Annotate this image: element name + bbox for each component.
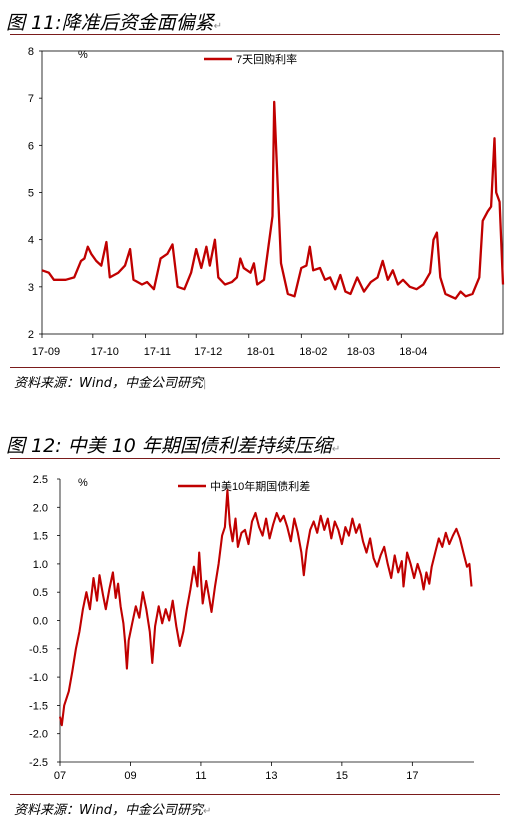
cursor-mark: | xyxy=(202,379,207,390)
y-tick-label: 3 xyxy=(28,282,34,294)
y-tick-label: 7 xyxy=(28,93,34,105)
y-unit-label: % xyxy=(78,477,88,489)
paragraph-mark: ↵ xyxy=(213,21,223,32)
y-tick-label: -2.5 xyxy=(29,757,48,769)
y-tick-label: 6 xyxy=(28,140,34,152)
y-tick-label: -1.5 xyxy=(29,700,48,712)
y-tick-label: -2.0 xyxy=(29,729,48,741)
x-tick-label: 11 xyxy=(195,770,206,782)
figure-12-title-text: 图 12: 中美 10 年期国债利差持续压缩 xyxy=(6,435,332,457)
y-tick-label: 1.5 xyxy=(33,531,48,543)
x-tick-label: 18-01 xyxy=(247,346,275,358)
x-tick-label: 09 xyxy=(124,770,136,782)
x-tick-label: 17-12 xyxy=(194,346,222,358)
x-tick-label: 07 xyxy=(54,770,66,782)
figure-11-top-rule xyxy=(10,34,500,35)
x-tick-label: 17-09 xyxy=(32,346,60,358)
legend: 7天回购利率 xyxy=(204,52,297,66)
y-tick-label: 8 xyxy=(28,46,34,58)
figure-12-top-rule xyxy=(10,458,500,459)
figure-11-chart: 2 3 4 5 6 7 8 17-09 17-10 17-11 17-12 18-01 18-02 18… xyxy=(28,46,505,358)
figure-12-source-text: 资料来源：Wind，中金公司研究 xyxy=(14,803,203,818)
x-tick-label: 18-03 xyxy=(347,346,375,358)
x-tick-label: 17-10 xyxy=(91,346,119,358)
figure-11-title: 图 11:降准后资金面偏紧↵ xyxy=(6,8,222,35)
x-tick-label: 15 xyxy=(336,770,348,782)
series-line-cn-us-10y-spread xyxy=(58,489,473,727)
y-tick-label: 2.0 xyxy=(33,502,48,514)
x-tick-label: 13 xyxy=(265,770,277,782)
x-tick-label: 17 xyxy=(406,770,418,782)
y-unit-label: % xyxy=(78,49,88,61)
legend-label: 7天回购利率 xyxy=(236,52,297,66)
y-tick-label: 1.0 xyxy=(33,559,48,571)
figure-12-title: 图 12: 中美 10 年期国债利差持续压缩↵ xyxy=(6,431,340,458)
y-tick-label: 5 xyxy=(28,188,34,200)
series-line-7day-repo xyxy=(41,100,505,300)
y-tick-label: -0.5 xyxy=(29,644,48,656)
x-tick-label: 18-02 xyxy=(299,346,327,358)
paragraph-mark: ↵ xyxy=(331,444,341,455)
legend-label: 中美10年期国债利差 xyxy=(210,479,310,493)
figure-11-bottom-rule xyxy=(10,367,500,368)
paragraph-mark: ↵ xyxy=(202,806,212,817)
y-tick-label: 0.5 xyxy=(33,587,48,599)
x-tick-label: 18-04 xyxy=(399,346,427,358)
y-tick-label: 0.0 xyxy=(33,616,48,628)
y-tick-label: -1.0 xyxy=(29,672,48,684)
legend: 中美10年期国债利差 xyxy=(178,479,310,493)
y-tick-label: 4 xyxy=(28,235,34,247)
figure-12-bottom-rule xyxy=(10,794,500,795)
figure-12-chart: 2.5 2.0 1.5 1.0 0.5 0.0 -0.5 -1.0 -1.5 -2.0 -2.5 0… xyxy=(29,474,474,782)
y-tick-label: 2.5 xyxy=(33,474,48,486)
figure-12-source: 资料来源：Wind，中金公司研究↵ xyxy=(14,799,211,818)
figure-11-source-text: 资料来源：Wind，中金公司研究 xyxy=(14,376,203,391)
x-tick-label: 17-11 xyxy=(144,346,171,358)
figure-11-title-text: 图 11:降准后资金面偏紧 xyxy=(6,12,214,34)
figure-11-source: 资料来源：Wind，中金公司研究| xyxy=(14,372,206,391)
y-tick-label: 2 xyxy=(28,329,34,341)
